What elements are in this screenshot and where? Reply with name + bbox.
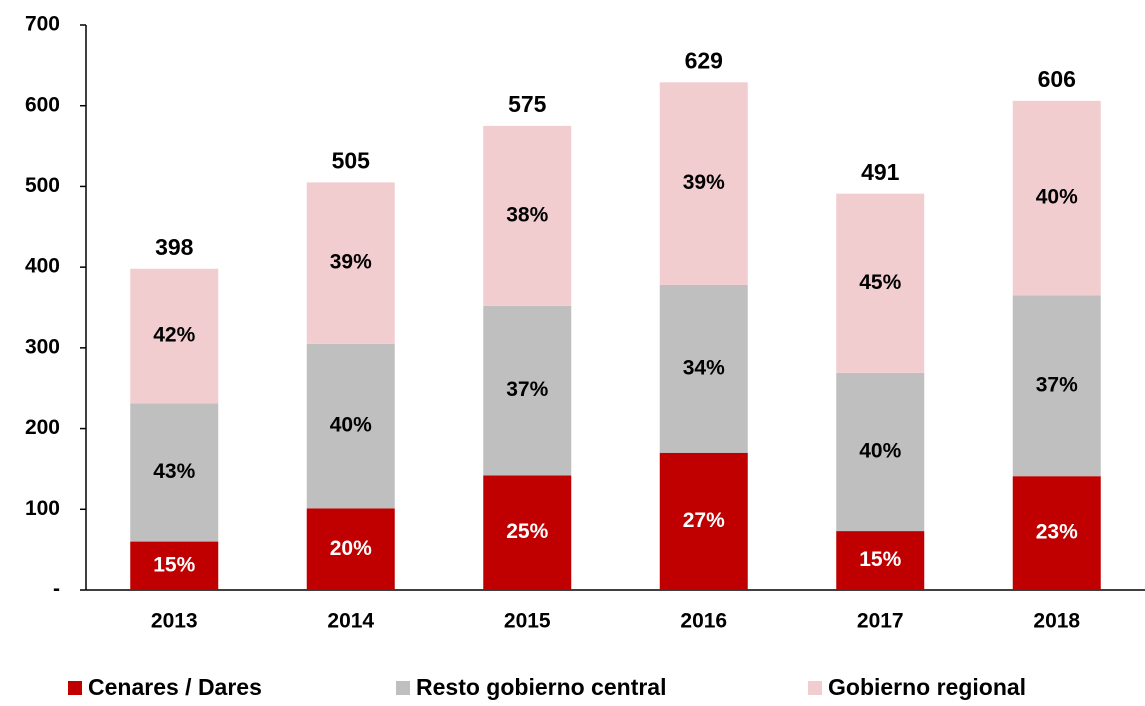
segment-label: 43% xyxy=(153,460,195,483)
bar-segment xyxy=(836,193,925,373)
bar-segment xyxy=(130,541,219,590)
bar-segment xyxy=(306,508,395,590)
legend-swatch xyxy=(68,681,82,695)
segment-label: 39% xyxy=(330,251,372,274)
legend-label: Resto gobierno central xyxy=(416,674,666,700)
x-tick-label: 2015 xyxy=(504,610,551,633)
segment-label: 37% xyxy=(506,378,548,401)
bar-segment xyxy=(130,268,219,404)
y-tick-label: 100 xyxy=(25,497,60,520)
segment-label: 25% xyxy=(506,520,548,543)
total-label: 629 xyxy=(685,47,723,73)
segment-label: 20% xyxy=(330,537,372,560)
bar-segment xyxy=(130,403,219,542)
segment-label: 27% xyxy=(683,509,725,532)
x-tick-label: 2013 xyxy=(151,610,198,633)
y-tick-label: 400 xyxy=(25,255,60,278)
total-label: 491 xyxy=(861,159,900,185)
bar-segment xyxy=(659,82,748,285)
segment-label: 42% xyxy=(153,324,195,347)
bar-segment xyxy=(483,475,572,590)
segment-label: 15% xyxy=(859,548,901,571)
x-tick-label: 2016 xyxy=(680,610,727,633)
bar-segment xyxy=(1012,100,1101,296)
legend-swatch xyxy=(396,681,410,695)
x-tick-label: 2018 xyxy=(1033,610,1080,633)
y-tick-label: 700 xyxy=(25,13,60,36)
bar-segment xyxy=(836,372,925,532)
segment-label: 40% xyxy=(330,414,372,437)
legend-label: Gobierno regional xyxy=(828,674,1026,700)
bar-segment xyxy=(659,284,748,453)
x-tick-label: 2014 xyxy=(327,610,374,633)
legend-swatch xyxy=(808,681,822,695)
segment-label: 45% xyxy=(859,271,901,294)
y-tick-label: 200 xyxy=(25,416,60,439)
segment-label: 34% xyxy=(683,356,725,379)
x-tick-label: 2017 xyxy=(857,610,904,633)
segment-label: 37% xyxy=(1036,373,1078,396)
segment-label: 40% xyxy=(1036,186,1078,209)
bar-segment xyxy=(483,305,572,476)
bar-segment xyxy=(836,531,925,590)
segment-label: 15% xyxy=(153,553,195,576)
y-tick-label: 300 xyxy=(25,335,60,358)
segment-label: 39% xyxy=(683,171,725,194)
bar-segment xyxy=(1012,295,1101,477)
y-tick-label: 600 xyxy=(25,93,60,116)
bar-segment xyxy=(483,125,572,306)
bar-segment xyxy=(306,182,395,344)
legend-label: Cenares / Dares xyxy=(88,674,262,700)
total-label: 606 xyxy=(1038,66,1076,92)
total-label: 505 xyxy=(332,147,371,173)
bar-segment xyxy=(659,452,748,590)
segment-label: 23% xyxy=(1036,521,1078,544)
segment-label: 40% xyxy=(859,440,901,463)
segment-label: 38% xyxy=(506,203,548,226)
total-label: 575 xyxy=(508,91,547,117)
bar-segment xyxy=(306,343,395,509)
y-tick-label: - xyxy=(53,578,60,601)
bar-segment xyxy=(1012,476,1101,590)
y-tick-label: 500 xyxy=(25,174,60,197)
total-label: 398 xyxy=(155,234,194,260)
